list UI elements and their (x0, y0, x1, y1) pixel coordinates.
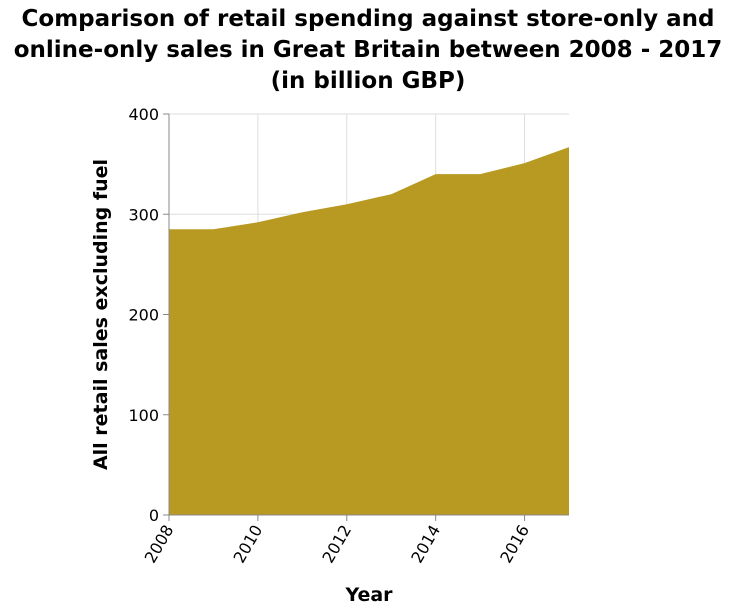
axes (163, 113, 569, 521)
y-axis-title: All retail sales excluding fuel (90, 159, 112, 470)
x-tick-label: 2012 (318, 522, 355, 567)
y-tick-label: 0 (149, 506, 159, 525)
y-tick-label: 400 (128, 105, 159, 124)
y-tick-label: 100 (128, 406, 159, 425)
chart-title: Comparison of retail spending against st… (13, 6, 723, 94)
x-axis-title: Year (344, 584, 393, 606)
data-area-series (169, 147, 569, 515)
y-tick-label: 200 (128, 306, 159, 325)
x-tick-label: 2016 (496, 522, 533, 567)
x-tick-label: 2010 (230, 522, 267, 567)
x-tick-label: 2008 (141, 522, 178, 567)
x-tick-label: 2014 (407, 522, 444, 567)
y-tick-label: 300 (128, 205, 159, 224)
